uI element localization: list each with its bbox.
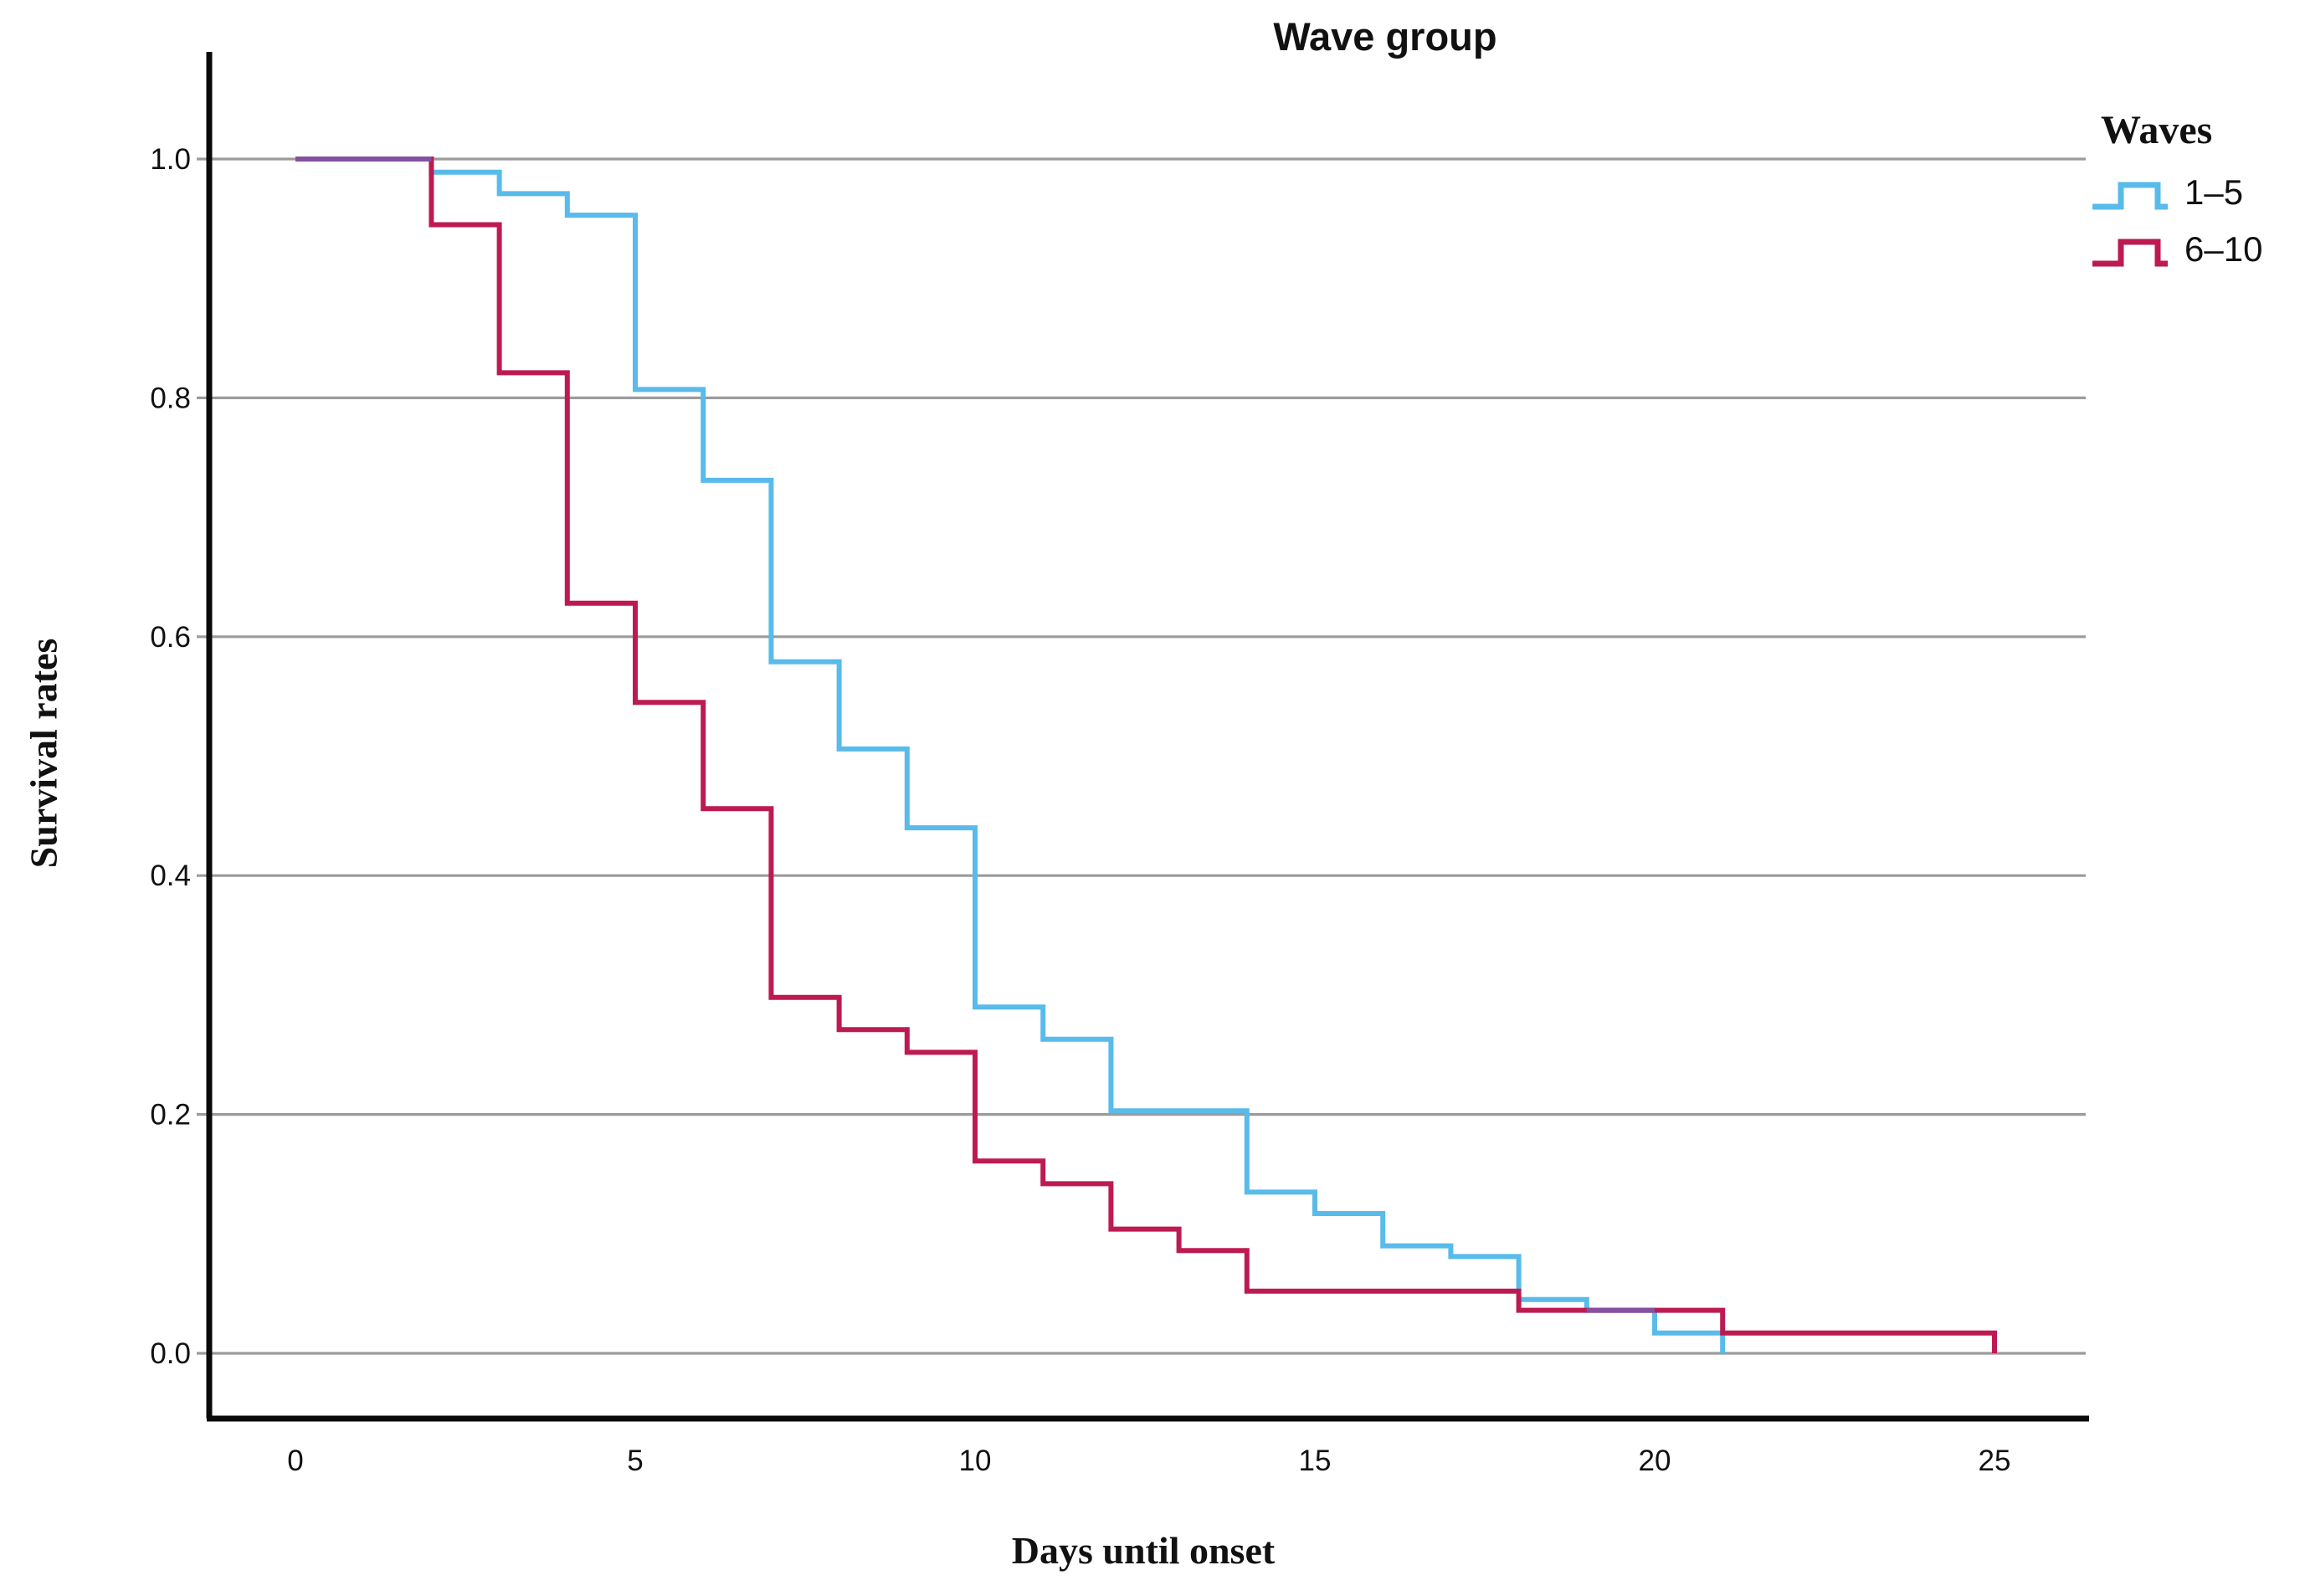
legend-item-waves-6-10: 6–10 bbox=[2091, 232, 2305, 267]
legend-item-waves-1-5: 1–5 bbox=[2091, 175, 2305, 210]
series-waves-6-10 bbox=[295, 157, 1997, 1353]
y-tick-label: 0.2 bbox=[150, 1099, 191, 1132]
x-tick-label: 25 bbox=[1979, 1445, 2011, 1477]
y-tick-label: 0.4 bbox=[150, 860, 191, 892]
y-tick-label: 0.8 bbox=[150, 382, 191, 414]
legend: Waves 1–5 6–10 bbox=[2091, 107, 2305, 267]
legend-title: Waves bbox=[2101, 108, 2213, 152]
legend-key-step-icon bbox=[2092, 239, 2168, 267]
chart-title: Wave group bbox=[1273, 14, 1497, 59]
legend-key-step-icon bbox=[2092, 182, 2168, 210]
x-tick-label: 20 bbox=[1639, 1445, 1671, 1477]
legend-item-label: 6–10 bbox=[2184, 229, 2263, 269]
x-tick-label: 0 bbox=[287, 1445, 303, 1477]
y-tick-label: 0.0 bbox=[150, 1337, 191, 1370]
y-tick-label: 1.0 bbox=[150, 143, 191, 176]
x-tick-label: 5 bbox=[627, 1445, 643, 1477]
legend-item-label: 1–5 bbox=[2184, 172, 2244, 212]
series-waves-1-5 bbox=[295, 157, 1726, 1353]
x-tick-label: 10 bbox=[959, 1445, 992, 1477]
x-axis-title: Days until onset bbox=[1011, 1529, 1276, 1572]
y-tick-label: 0.6 bbox=[150, 621, 191, 654]
x-tick-label: 15 bbox=[1299, 1445, 1332, 1477]
